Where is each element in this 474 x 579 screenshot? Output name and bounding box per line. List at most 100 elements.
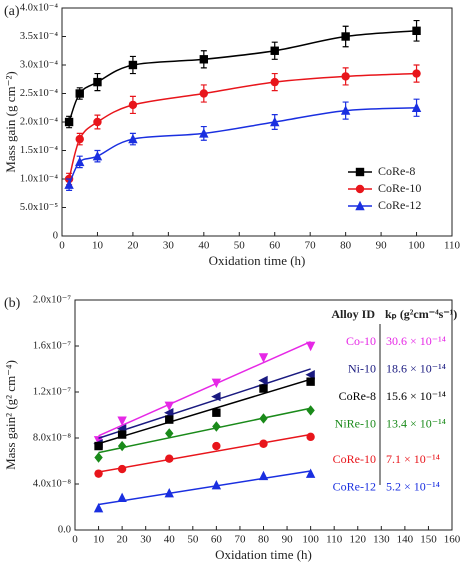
marker (128, 100, 138, 110)
legend-header: kₚ (g²cm⁻⁴s⁻¹) (385, 307, 457, 321)
fit-curve (68, 72, 417, 180)
legend-label: Co-10 (346, 334, 376, 348)
marker (212, 408, 221, 417)
marker (211, 391, 221, 402)
x-tick-label: 70 (234, 534, 246, 546)
y-tick-label: 3.0x10⁻⁴ (20, 59, 58, 70)
marker (165, 428, 174, 439)
marker (211, 378, 222, 388)
x-tick-label: 20 (117, 534, 129, 546)
marker (199, 89, 209, 98)
marker (258, 470, 269, 481)
marker (305, 341, 316, 352)
marker (128, 133, 138, 144)
marker (306, 405, 315, 416)
kp-value: 18.6 × 10⁻¹⁴ (386, 361, 446, 375)
x-axis-title: Oxidation time (h) (215, 547, 312, 562)
kp-value: 5.2 × 10⁻¹⁴ (386, 479, 440, 493)
marker (411, 102, 422, 112)
legend-label: NiRe-10 (335, 416, 376, 430)
y-tick-label: 1.2x10⁻⁷ (33, 386, 71, 397)
x-tick-label: 120 (350, 534, 367, 546)
y-tick-label: 5.0x10⁻⁵ (20, 202, 58, 213)
x-tick-label: 50 (234, 240, 246, 252)
marker (341, 32, 350, 41)
fit-line (98, 340, 311, 437)
marker (305, 468, 316, 478)
legend-label: CoRe-8 (378, 164, 415, 178)
x-tick-label: 50 (187, 534, 199, 546)
marker (211, 479, 222, 490)
marker (164, 408, 174, 418)
marker (117, 416, 127, 426)
y-axis-title: Mass gain² (g² cm⁻⁴) (3, 360, 18, 470)
x-tick-label: 10 (93, 534, 105, 546)
marker (270, 116, 280, 127)
y-tick-label: 2.0x10⁻⁴ (20, 116, 58, 127)
marker (165, 454, 174, 463)
marker (259, 384, 268, 393)
kp-value: 13.4 × 10⁻¹⁴ (386, 416, 446, 430)
marker (93, 117, 102, 127)
marker (117, 430, 127, 439)
marker (340, 105, 351, 115)
legend-label: CoRe-10 (333, 452, 376, 466)
x-tick-label: 110 (444, 240, 461, 252)
y-axis-title: Mass gain (g cm⁻²) (3, 71, 18, 172)
legend-label: CoRe-12 (333, 479, 376, 493)
x-tick-label: 30 (140, 534, 152, 546)
kp-value: 30.6 × 10⁻¹⁴ (386, 334, 446, 348)
legend-marker (355, 184, 365, 194)
x-tick-label: 10 (92, 240, 104, 252)
y-tick-label: 8.0x10⁻⁸ (33, 432, 71, 443)
x-tick-label: 60 (269, 240, 281, 252)
marker (164, 488, 174, 498)
fit-line (98, 470, 311, 506)
x-tick-label: 150 (420, 534, 437, 546)
marker (94, 452, 103, 463)
x-tick-label: 30 (163, 240, 175, 252)
x-tick-label: 0 (59, 240, 65, 252)
x-tick-label: 0 (72, 534, 78, 546)
marker (270, 46, 279, 55)
marker (199, 55, 209, 64)
x-tick-label: 60 (211, 534, 223, 546)
x-tick-label: 90 (282, 534, 294, 546)
marker (117, 464, 127, 474)
x-tick-label: 20 (127, 240, 139, 252)
marker (93, 436, 104, 446)
x-tick-label: 100 (302, 534, 319, 546)
y-tick-label: 0 (53, 230, 58, 241)
y-tick-label: 3.5x10⁻⁴ (20, 31, 58, 42)
marker (212, 441, 221, 451)
y-tick-label: 1.5x10⁻⁴ (20, 145, 58, 156)
legend-label: CoRe-8 (339, 389, 376, 403)
marker (258, 375, 268, 386)
marker (259, 413, 268, 424)
fit-line (98, 378, 311, 445)
marker (117, 440, 127, 452)
x-tick-label: 130 (373, 534, 390, 546)
x-tick-label: 100 (408, 240, 425, 252)
marker (270, 77, 279, 87)
marker (306, 377, 315, 386)
marker (93, 77, 102, 87)
marker (412, 26, 421, 35)
y-tick-label: 4.0x10⁻⁸ (33, 478, 71, 489)
legend-label: CoRe-12 (378, 198, 421, 212)
y-tick-label: 1.0x10⁻⁴ (20, 173, 58, 184)
marker (199, 128, 209, 138)
marker (94, 441, 103, 451)
x-tick-label: 80 (340, 240, 352, 252)
legend-label: Ni-10 (348, 361, 376, 375)
kp-value: 15.6 × 10⁻¹⁴ (386, 389, 446, 403)
y-tick-label: 2.0x10⁻⁷ (33, 294, 71, 305)
marker (128, 60, 138, 70)
marker (94, 469, 103, 478)
x-tick-label: 40 (198, 240, 210, 252)
marker (117, 492, 127, 502)
y-tick-label: 0.0 (58, 524, 71, 535)
marker (306, 432, 315, 442)
marker (305, 370, 315, 380)
marker (75, 134, 84, 144)
